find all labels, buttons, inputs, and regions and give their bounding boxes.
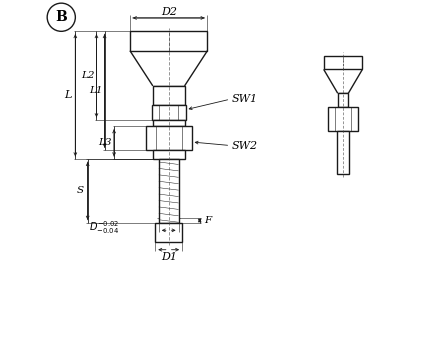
Bar [152,105,186,120]
Text: D2: D2 [161,7,177,17]
Text: D1: D1 [161,252,177,262]
Text: SW1: SW1 [232,94,258,104]
Text: L3: L3 [98,138,111,147]
Bar [338,93,348,108]
Bar [153,86,184,105]
Text: F: F [204,216,211,225]
Bar [324,56,362,69]
Bar [130,31,208,51]
Text: L1: L1 [89,86,102,95]
Bar [146,126,191,151]
Bar [155,223,182,242]
Bar [153,151,184,159]
Text: $D^{-0.02}_{-0.04}$: $D^{-0.02}_{-0.04}$ [89,219,119,236]
Text: S: S [76,186,83,195]
Bar [328,108,358,131]
Text: L2: L2 [81,71,95,80]
Bar [337,131,349,174]
Bar [159,159,179,223]
Text: SW2: SW2 [232,141,258,151]
Text: B: B [55,10,67,24]
Text: L: L [64,90,72,100]
Bar [153,120,184,126]
